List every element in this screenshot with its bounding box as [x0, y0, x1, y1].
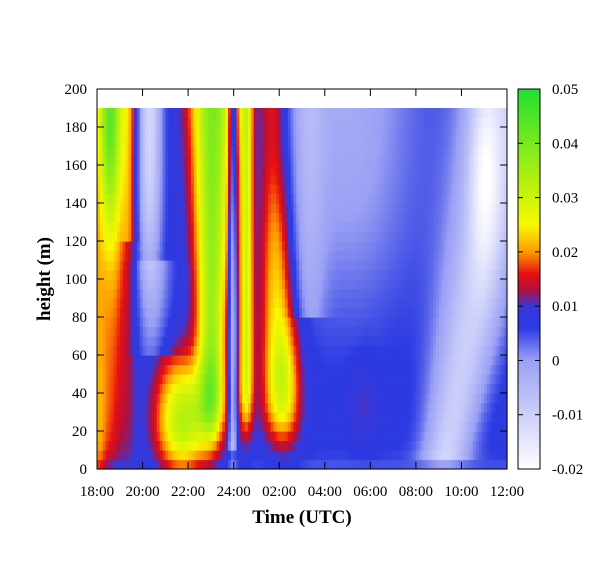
heatmap-cells — [97, 108, 508, 470]
